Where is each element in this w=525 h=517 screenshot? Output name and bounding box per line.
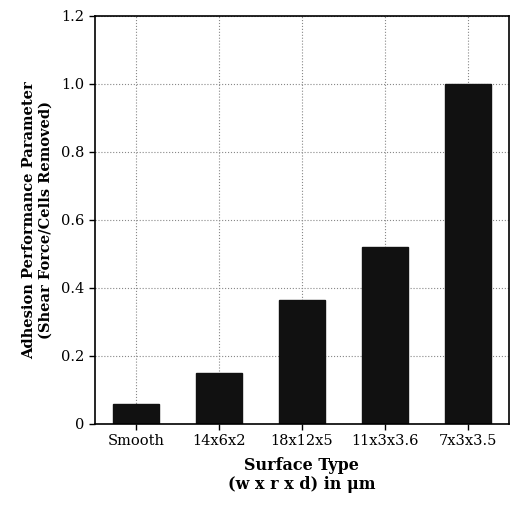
Y-axis label: Adhesion Performance Parameter
(Shear Force/Cells Removed): Adhesion Performance Parameter (Shear Fo…	[22, 81, 52, 359]
Bar	[196, 373, 242, 424]
Bar	[113, 403, 159, 424]
Bar	[279, 300, 324, 424]
X-axis label: Surface Type
(w x r x d) in μm: Surface Type (w x r x d) in μm	[228, 457, 375, 493]
Bar	[445, 84, 490, 424]
Bar	[362, 247, 407, 424]
